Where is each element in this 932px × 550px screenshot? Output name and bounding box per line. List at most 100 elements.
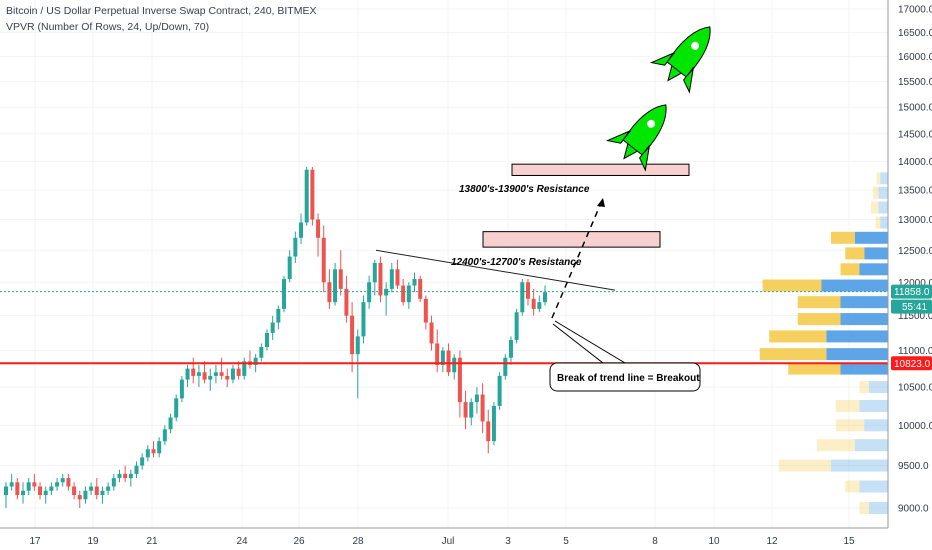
candle-body (491, 405, 496, 442)
vp-up-bar (821, 279, 888, 292)
candle-body (276, 308, 281, 323)
vp-up-bar (859, 263, 888, 276)
candle-body (242, 361, 247, 376)
candle-body (486, 421, 491, 442)
candle-body (543, 292, 547, 303)
candle-body (264, 332, 269, 347)
candle-body (401, 285, 406, 303)
candle-body (338, 269, 343, 289)
candle-body (452, 357, 457, 373)
candle-body (344, 288, 349, 316)
price-tick-label: 12000.0 (898, 278, 932, 289)
vp-up-bar (831, 459, 888, 472)
vp-up-bar (854, 439, 888, 452)
vp-up-bar (826, 330, 888, 343)
time-tick-label: Jul (442, 536, 455, 547)
vp-up-bar (854, 231, 888, 244)
vp-down-bar (759, 348, 827, 361)
candle-body (157, 441, 162, 454)
candle-body (537, 302, 542, 309)
vp-down-bar (831, 231, 855, 244)
candle-body (66, 478, 71, 487)
price-tick-label: 15000.0 (898, 103, 932, 114)
candle-body (60, 478, 65, 483)
vp-down-bar (769, 330, 827, 343)
resistance-zone-upper[interactable] (511, 163, 690, 176)
vp-up-bar (840, 362, 888, 375)
candle-body (106, 486, 111, 491)
candle-body (253, 357, 258, 365)
indicator-legend: VPVR (Number Of Rows, 24, Up/Down, 70) (6, 21, 210, 33)
candle-body (4, 486, 8, 496)
breakout-callout-text: Break of trend line = Breakout (557, 373, 700, 384)
candle-body (270, 322, 275, 333)
candle-body (514, 312, 519, 340)
candle-body (423, 298, 428, 323)
vp-up-bar (869, 502, 888, 514)
svg-text:55:41: 55:41 (902, 302, 927, 313)
candle-body (440, 350, 445, 365)
candle-body (367, 282, 372, 303)
candle-body (21, 490, 26, 496)
price-tick-label: 11000.0 (898, 346, 932, 357)
candle-body (395, 269, 400, 286)
projection-arrow (551, 202, 602, 319)
volume-profile (759, 172, 888, 514)
candle-body (310, 169, 315, 220)
price-tick-label: 17000.0 (898, 5, 932, 16)
candle-body (508, 339, 513, 358)
price-axis[interactable]: 9000.0 9500.0 10000.0 10500.0 11000.0 11500.0… (887, 0, 932, 550)
candlestick-series (4, 166, 547, 508)
candle-body (208, 375, 213, 380)
candle-body (316, 219, 321, 238)
candle-body (179, 379, 184, 399)
candle-body (299, 222, 304, 238)
vp-down-bar (797, 296, 841, 309)
candle-body (429, 322, 434, 344)
vp-down-bar (876, 172, 881, 185)
trend-line[interactable] (375, 249, 616, 291)
countdown-badge: 55:41 (891, 299, 932, 314)
vp-down-bar (835, 419, 865, 432)
candle-body (333, 269, 338, 303)
time-axis[interactable]: 17 19 21 24 26 28 Jul 3 5 8 10 12 15 (0, 527, 888, 547)
breakout-callout[interactable] (549, 362, 701, 392)
candle-body (9, 482, 14, 487)
last-price-badge: 11858.0 (891, 284, 932, 299)
vp-up-bar (859, 399, 888, 412)
vp-up-bar (826, 348, 888, 361)
chart-grid (0, 0, 888, 528)
price-tick-label: 15500.0 (898, 77, 932, 88)
vp-down-bar (859, 381, 869, 394)
candle-body (304, 169, 309, 223)
vp-up-bar (869, 381, 888, 394)
rocket-icon (649, 26, 711, 94)
vp-up-bar (878, 186, 888, 199)
candle-body (83, 490, 88, 500)
price-tick-label: 16000.0 (898, 52, 932, 63)
candle-body (55, 482, 60, 487)
candle-body (435, 343, 440, 365)
vp-down-bar (872, 186, 879, 199)
candle-body (389, 269, 394, 289)
price-tick-label: 16500.0 (898, 28, 932, 39)
vp-down-bar (835, 399, 860, 412)
price-tick-label: 13500.0 (898, 185, 932, 196)
vp-down-bar (859, 502, 869, 514)
candle-body (469, 402, 474, 418)
candle-body (202, 372, 207, 380)
candle-body (259, 346, 264, 358)
candle-body (225, 375, 230, 380)
candle-body (378, 262, 383, 296)
candle-body (474, 394, 479, 403)
candle-body (321, 237, 326, 283)
vp-up-bar (840, 313, 888, 326)
candle-body (361, 302, 366, 337)
time-tick-label: 24 (236, 536, 248, 547)
svg-text:11858.0: 11858.0 (894, 287, 930, 298)
price-tick-label: 10500.0 (898, 383, 932, 394)
candle-body (123, 473, 128, 479)
resistance-zone-lower[interactable] (482, 231, 661, 248)
candle-body (457, 357, 462, 403)
